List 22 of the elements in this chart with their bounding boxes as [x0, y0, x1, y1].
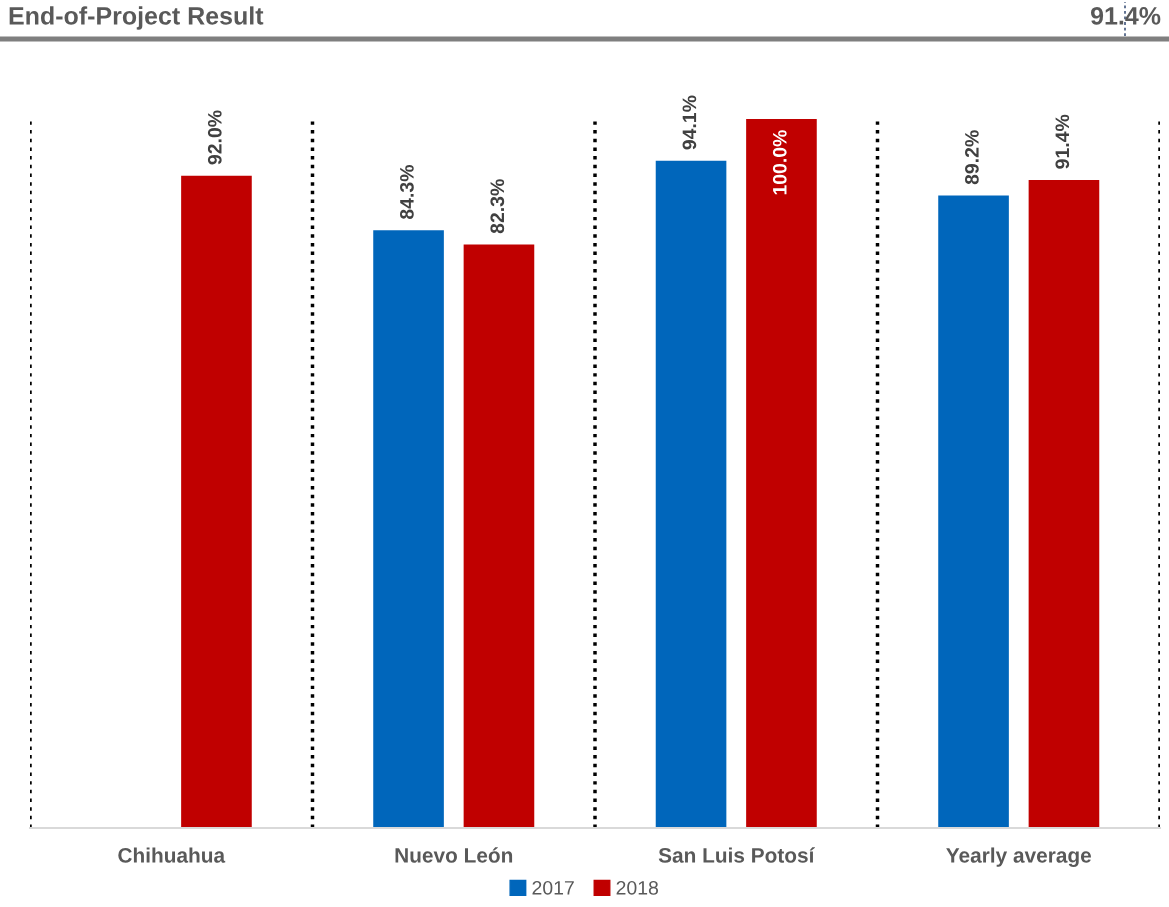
- chart-title: End-of-Project Result: [9, 6, 264, 30]
- bar: [181, 175, 252, 828]
- legend-label: 2017: [532, 880, 574, 895]
- x-tick-label: San Luis Potosí: [658, 847, 815, 863]
- x-tick-label: Nuevo León: [395, 847, 513, 863]
- bar: [463, 244, 535, 828]
- legend-label: 2018: [616, 880, 659, 895]
- x-tick-label: Yearly average: [946, 847, 1092, 867]
- data-label: 92.0%: [207, 110, 222, 165]
- data-label: 91.4%: [1055, 114, 1070, 169]
- chart-subtitle: 91.4%: [1090, 7, 1161, 25]
- data-label: 84.3%: [400, 165, 414, 220]
- bar: [938, 195, 1009, 828]
- bar: [746, 119, 817, 828]
- data-label: 100.0%: [772, 130, 787, 195]
- bar: [373, 230, 444, 828]
- data-label: 89.2%: [965, 130, 979, 185]
- x-tick-label: Chihuahua: [118, 847, 226, 863]
- data-label: 82.3%: [490, 179, 505, 234]
- bar: [1028, 179, 1100, 828]
- data-label: 94.1%: [682, 95, 697, 150]
- bar: [655, 160, 727, 828]
